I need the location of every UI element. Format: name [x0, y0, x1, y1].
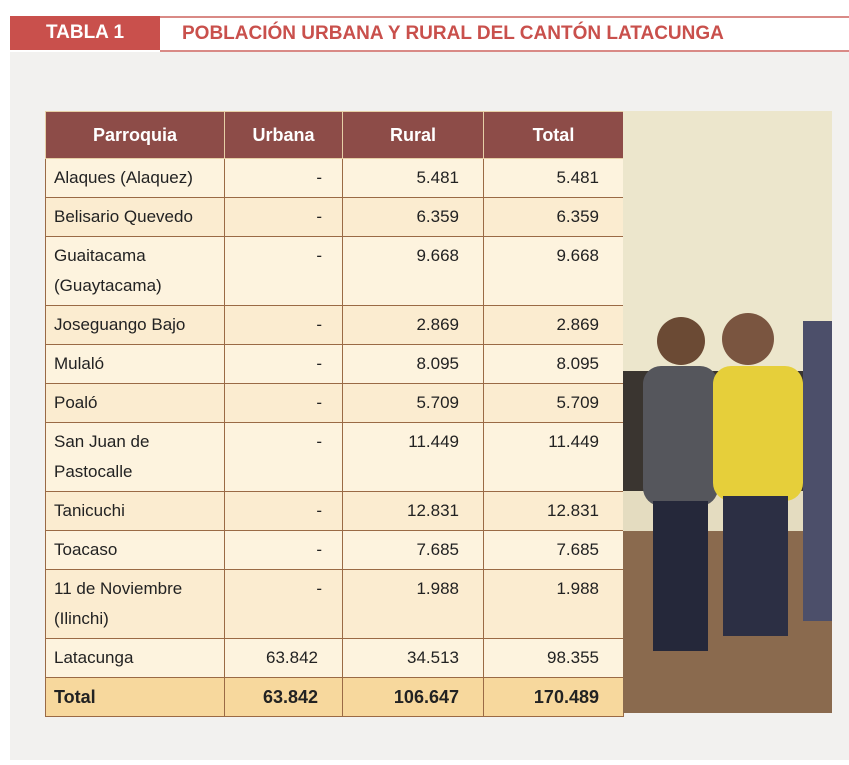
cell: 5.709: [484, 384, 624, 423]
row-label: Toacaso: [46, 531, 225, 570]
cell: 5.481: [343, 159, 484, 198]
cell: -: [225, 306, 343, 345]
row-label: Guaitacama (Guaytacama): [46, 237, 225, 306]
cell: 7.685: [484, 531, 624, 570]
column-header: Rural: [343, 112, 484, 159]
row-label: Alaques (Alaquez): [46, 159, 225, 198]
row-label: Total: [46, 678, 225, 717]
cell: 7.685: [343, 531, 484, 570]
cell: 11.449: [343, 423, 484, 492]
cell: 9.668: [343, 237, 484, 306]
cell: -: [225, 423, 343, 492]
cell: -: [225, 237, 343, 306]
cell: 106.647: [343, 678, 484, 717]
title-bar: POBLACIÓN URBANA Y RURAL DEL CANTÓN LATA…: [160, 16, 849, 52]
cell: -: [225, 345, 343, 384]
cell: 6.359: [343, 198, 484, 237]
cell: 170.489: [484, 678, 624, 717]
page: TABLA 1 POBLACIÓN URBANA Y RURAL DEL CAN…: [0, 0, 849, 765]
cell: 1.988: [343, 570, 484, 639]
cell: -: [225, 384, 343, 423]
cell: 1.988: [484, 570, 624, 639]
cell: 12.831: [484, 492, 624, 531]
cell: -: [225, 570, 343, 639]
column-header: Parroquia: [46, 112, 225, 159]
cell: -: [225, 531, 343, 570]
column-header: Total: [484, 112, 624, 159]
title: POBLACIÓN URBANA Y RURAL DEL CANTÓN LATA…: [182, 18, 724, 50]
cell: 63.842: [225, 678, 343, 717]
cell: 34.513: [343, 639, 484, 678]
cell: 63.842: [225, 639, 343, 678]
photo: [623, 111, 832, 713]
cell: -: [225, 492, 343, 531]
row-label: Poaló: [46, 384, 225, 423]
cell: 2.869: [343, 306, 484, 345]
cell: 6.359: [484, 198, 624, 237]
row-label: Mulaló: [46, 345, 225, 384]
cell: 8.095: [343, 345, 484, 384]
row-label: San Juan de Pastocalle: [46, 423, 225, 492]
cell: 9.668: [484, 237, 624, 306]
cell: -: [225, 198, 343, 237]
row-label: Belisario Quevedo: [46, 198, 225, 237]
row-label: 11 de Noviembre (Ilinchi): [46, 570, 225, 639]
row-label: Joseguango Bajo: [46, 306, 225, 345]
column-header: Urbana: [225, 112, 343, 159]
row-label: Tanicuchi: [46, 492, 225, 531]
cell: -: [225, 159, 343, 198]
cell: 5.709: [343, 384, 484, 423]
cell: 12.831: [343, 492, 484, 531]
table-label: TABLA 1: [10, 16, 160, 50]
cell: 8.095: [484, 345, 624, 384]
cell: 11.449: [484, 423, 624, 492]
row-label: Latacunga: [46, 639, 225, 678]
cell: 98.355: [484, 639, 624, 678]
cell: 5.481: [484, 159, 624, 198]
cell: 2.869: [484, 306, 624, 345]
